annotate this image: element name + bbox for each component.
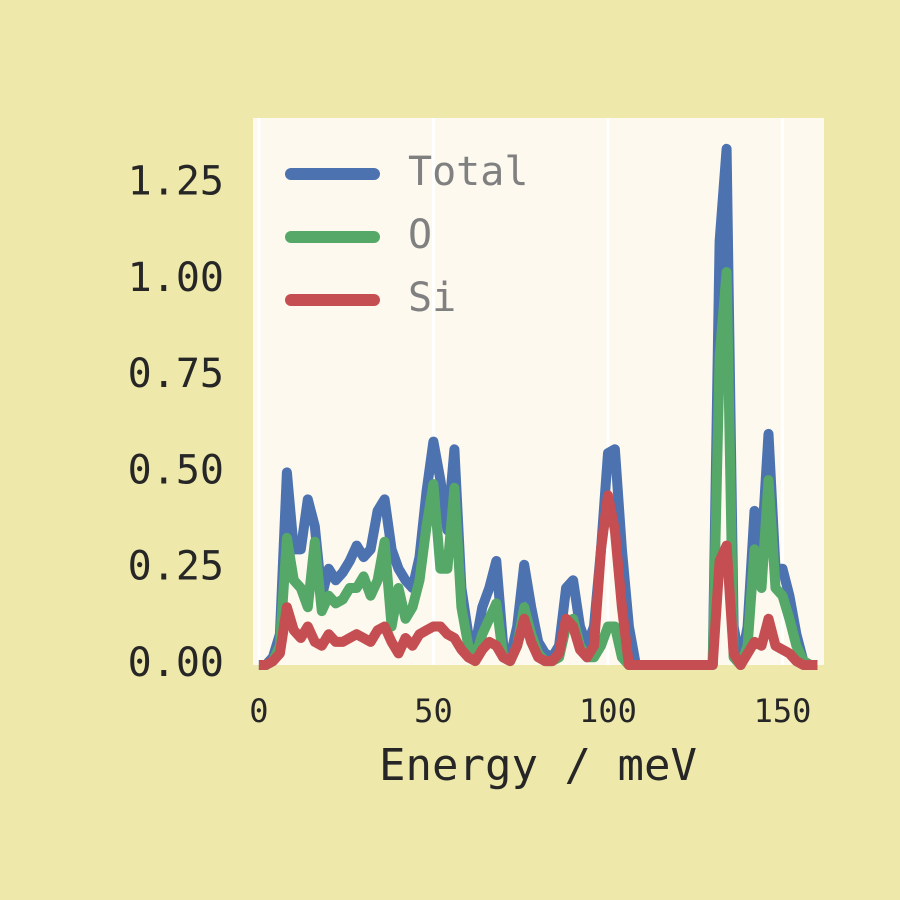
legend-label: Si	[408, 275, 456, 321]
y-tick-label: 1.00	[128, 255, 224, 301]
y-tick-label: 0.50	[128, 447, 224, 493]
x-tick-label: 150	[754, 692, 812, 730]
y-tick-label: 0.75	[128, 351, 224, 397]
x-tick-label: 0	[249, 692, 268, 730]
x-tick-label: 50	[414, 692, 453, 730]
legend-label: Total	[408, 149, 528, 195]
y-tick-label: 0.25	[128, 544, 224, 590]
y-tick-label: 1.25	[128, 158, 224, 204]
y-tick-label: 0.00	[128, 640, 224, 686]
legend-label: O	[408, 212, 432, 258]
x-axis-label: Energy / meV	[379, 740, 697, 791]
series-line	[258, 490, 818, 670]
x-tick-label: 100	[579, 692, 637, 730]
